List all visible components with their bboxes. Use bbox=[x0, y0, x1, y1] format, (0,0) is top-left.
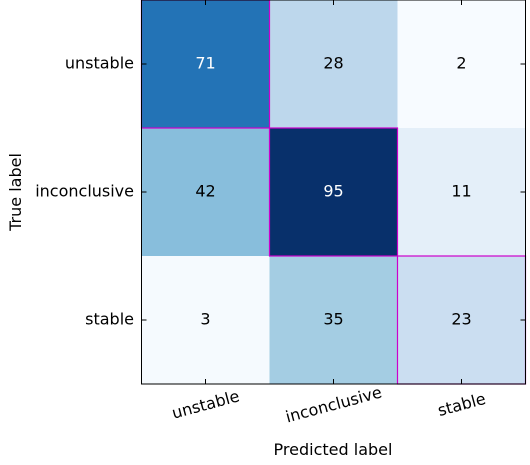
heatmap-cell-r2-c1 bbox=[269, 256, 398, 384]
heatmap-cell-r1-c2 bbox=[397, 128, 526, 256]
cell-value-r2-c0: 3 bbox=[200, 310, 210, 329]
heatmap-cell-r0-c2 bbox=[397, 0, 526, 128]
axis-ticks bbox=[141, 0, 526, 384]
cell-value-r1-c0: 42 bbox=[195, 182, 215, 201]
cell-value-r0-c2: 2 bbox=[456, 54, 466, 73]
heatmap-cell-r2-c0 bbox=[141, 256, 270, 384]
cell-value-r2-c1: 35 bbox=[323, 310, 343, 329]
heatmap-cell-r0-c1 bbox=[269, 0, 398, 128]
y-tick-label-2: stable bbox=[85, 310, 134, 329]
y-tick-label-1: inconclusive bbox=[35, 182, 134, 201]
heatmap-cells bbox=[141, 0, 526, 384]
cell-value-r0-c0: 71 bbox=[195, 54, 215, 73]
x-tick-label-2: stable bbox=[436, 389, 488, 420]
heatmap-cell-r1-c0 bbox=[141, 128, 270, 256]
heatmap-cell-r1-c1 bbox=[269, 128, 398, 256]
x-tick-label-0: unstable bbox=[170, 386, 242, 422]
diagonal-highlight-1 bbox=[268, 127, 399, 257]
y-tick-labels: unstable inconclusive stable bbox=[35, 54, 134, 329]
x-axis-label: Predicted label bbox=[274, 440, 393, 459]
cell-value-r1-c2: 11 bbox=[451, 182, 471, 201]
heatmap-cell-r0-c0 bbox=[141, 0, 270, 128]
cell-value-r1-c1: 95 bbox=[323, 182, 343, 201]
heatmap-cell-r2-c2 bbox=[397, 256, 526, 384]
cell-value-labels: 71 28 2 42 95 11 3 35 23 bbox=[195, 54, 471, 329]
cell-value-r0-c1: 28 bbox=[323, 54, 343, 73]
x-tick-labels: unstable inconclusive stable bbox=[170, 383, 488, 427]
x-tick-label-1: inconclusive bbox=[283, 383, 383, 427]
y-tick-label-0: unstable bbox=[65, 54, 134, 73]
cell-value-r2-c2: 23 bbox=[451, 310, 471, 329]
y-axis-label: True label bbox=[6, 153, 25, 232]
